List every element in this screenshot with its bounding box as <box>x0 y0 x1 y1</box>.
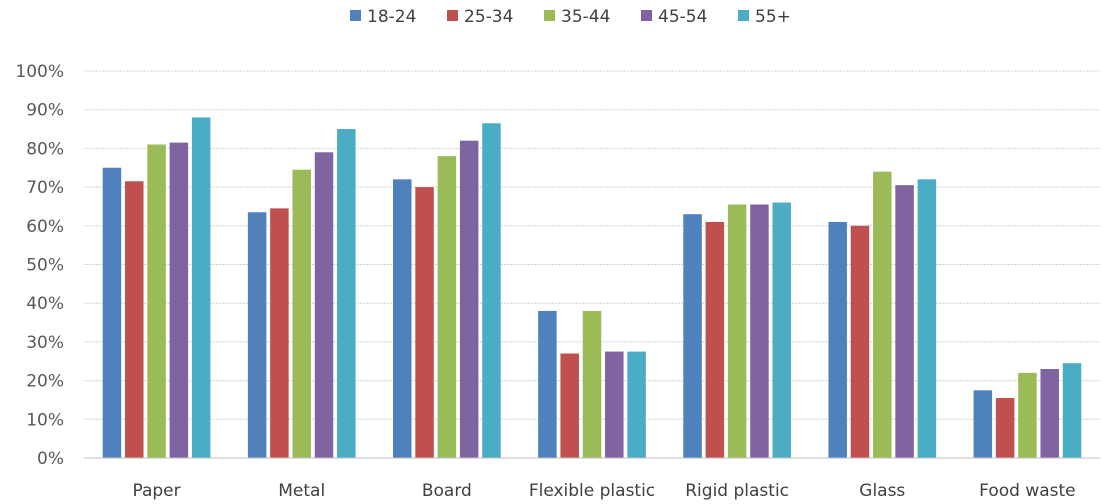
y-tick-label: 80% <box>26 139 64 159</box>
bar-2-0 <box>393 179 412 459</box>
x-axis-labels: Paper Metal Board Flexible plastic Rigid pla… <box>132 481 1075 501</box>
bar-6-1 <box>995 398 1015 458</box>
x-category-label: Glass <box>859 481 905 501</box>
legend-label: 18-24 <box>367 7 416 27</box>
x-category-label: Board <box>422 481 472 501</box>
y-tick-label: 100% <box>15 62 64 82</box>
bar-2-4 <box>482 123 501 459</box>
bar-0-2 <box>147 144 166 458</box>
bar-5-3 <box>895 185 914 459</box>
y-tick-label: 40% <box>26 294 64 314</box>
y-tick-label: 50% <box>26 256 64 276</box>
bar-1-0 <box>247 212 267 458</box>
bar-3-0 <box>538 310 557 458</box>
legend-swatch <box>641 10 652 21</box>
bar-6-0 <box>973 390 993 458</box>
x-category-label: Food waste <box>979 481 1075 501</box>
legend-swatch <box>544 10 555 21</box>
bar-4-1 <box>705 221 725 458</box>
bar-2-1 <box>415 187 434 458</box>
y-tick-label: 30% <box>26 333 64 353</box>
x-category-label: Metal <box>278 481 325 501</box>
x-category-label: Paper <box>132 481 180 501</box>
legend: 18-24 25-34 35-44 45-54 55+ <box>350 7 791 27</box>
bar-3-1 <box>560 353 579 458</box>
y-tick-label: 70% <box>26 178 64 198</box>
bar-4-3 <box>750 204 769 458</box>
y-axis-ticks: 0% 10% 20% 30% 40% 50% 60% 70% 80% 90% 100% <box>15 62 64 469</box>
legend-label: 35-44 <box>561 7 610 27</box>
bars <box>102 117 1082 459</box>
bar-1-2 <box>292 169 311 458</box>
legend-label: 55+ <box>755 7 791 27</box>
legend-swatch <box>350 10 361 21</box>
y-tick-label: 90% <box>26 101 64 121</box>
legend-label: 45-54 <box>658 7 707 27</box>
bar-6-2 <box>1018 372 1037 458</box>
bar-0-4 <box>191 117 211 458</box>
bar-6-4 <box>1062 363 1082 458</box>
bar-6-3 <box>1040 368 1059 458</box>
bar-4-0 <box>683 214 702 458</box>
bar-4-4 <box>772 202 791 458</box>
bar-3-4 <box>627 351 646 458</box>
y-tick-label: 20% <box>26 372 64 392</box>
bar-3-2 <box>582 310 602 458</box>
bar-4-2 <box>727 204 747 458</box>
legend-swatch <box>447 10 458 21</box>
x-category-label: Flexible plastic <box>529 481 655 501</box>
bar-0-1 <box>125 181 144 459</box>
bar-5-4 <box>917 179 937 459</box>
bar-5-0 <box>828 221 847 458</box>
bar-1-3 <box>314 152 334 458</box>
bar-3-3 <box>605 351 624 458</box>
bar-1-4 <box>337 129 356 459</box>
bar-2-3 <box>459 140 479 458</box>
bar-0-3 <box>169 142 189 458</box>
legend-swatch <box>738 10 749 21</box>
bar-2-2 <box>437 156 457 458</box>
y-tick-label: 10% <box>26 410 64 430</box>
bar-5-2 <box>873 171 892 458</box>
bar-5-1 <box>850 225 870 458</box>
x-category-label: Rigid plastic <box>685 481 789 501</box>
y-tick-label: 60% <box>26 217 64 237</box>
legend-label: 25-34 <box>464 7 513 27</box>
bar-0-0 <box>102 167 122 458</box>
y-tick-label: 0% <box>37 449 64 469</box>
bar-1-1 <box>270 208 289 458</box>
